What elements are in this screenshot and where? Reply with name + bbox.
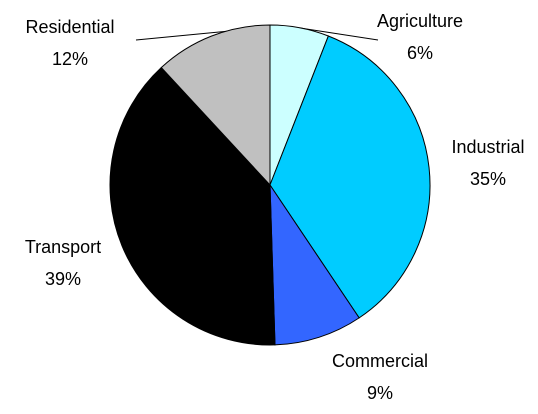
slice-label: Residential [25,17,114,37]
pie-slice [160,24,271,187]
slice-label: Industrial [451,137,524,157]
value-label: 9% [367,383,393,403]
slice-label: Agriculture [377,11,463,31]
leader-line [299,27,379,41]
slice-label: Commercial [332,351,428,371]
value-label: 39% [45,269,81,289]
value-label: 6% [407,43,433,63]
value-label: 35% [470,169,506,189]
value-label: 12% [52,49,88,69]
pie-slice [269,183,360,346]
slice-label: Transport [25,237,101,257]
pie-slice [269,35,431,319]
pie-slice [109,66,276,346]
